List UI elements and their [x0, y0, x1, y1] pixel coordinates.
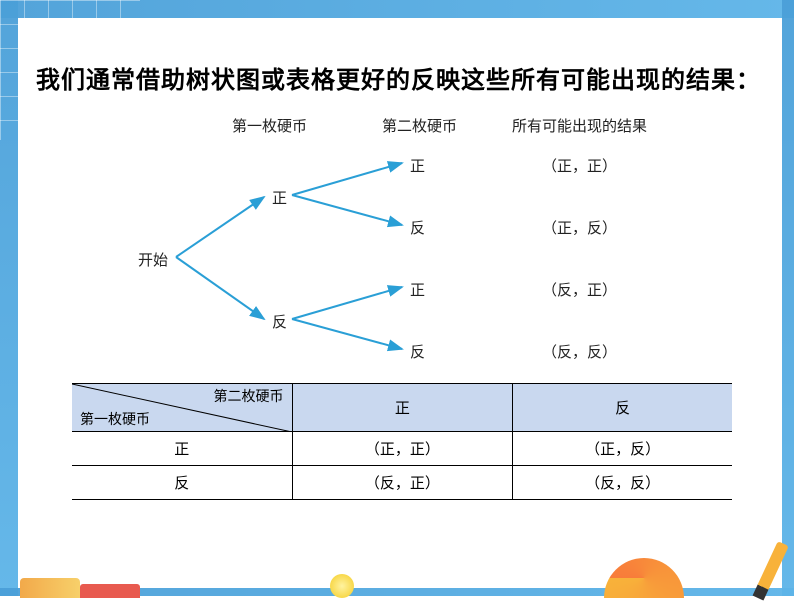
table-colhead-0: 正 — [292, 384, 513, 432]
border-right — [782, 0, 794, 596]
table-colhead-1: 反 — [513, 384, 732, 432]
page-title: 我们通常借助树状图或表格更好的反映这些所有可能出现的结果： — [36, 60, 774, 95]
border-top — [0, 0, 794, 18]
table-cell-10: （反，正） — [292, 466, 513, 500]
border-left — [0, 0, 18, 596]
content-panel: 我们通常借助树状图或表格更好的反映这些所有可能出现的结果： 第一枚硬币 第二枚硬… — [30, 30, 774, 582]
table-row: 正 （正，正） （正，反） — [72, 432, 732, 466]
table-rowhead-0: 正 — [72, 432, 292, 466]
table-row: 反 （反，正） （反，反） — [72, 466, 732, 500]
table-cell-11: （反，反） — [513, 466, 732, 500]
table-corner-cell: 第二枚硬币 第一枚硬币 — [72, 384, 292, 432]
table-rowhead-1: 反 — [72, 466, 292, 500]
outcome-table: 第二枚硬币 第一枚硬币 正 反 正 （正，正） （正，反） 反 （反，正） （反… — [72, 383, 732, 500]
table-cell-01: （正，反） — [513, 432, 732, 466]
tree-diagram: 第一枚硬币 第二枚硬币 所有可能出现的结果 开始 正 反 正 反 正 反 （正，… — [42, 115, 762, 375]
table-corner-bottom: 第一枚硬币 — [80, 409, 150, 429]
border-bottom — [0, 588, 794, 596]
tree-arrows-svg — [42, 115, 762, 375]
outcome-table-el: 第二枚硬币 第一枚硬币 正 反 正 （正，正） （正，反） 反 （反，正） （反… — [72, 383, 732, 500]
table-corner-top: 第二枚硬币 — [214, 386, 284, 406]
table-cell-00: （正，正） — [292, 432, 513, 466]
